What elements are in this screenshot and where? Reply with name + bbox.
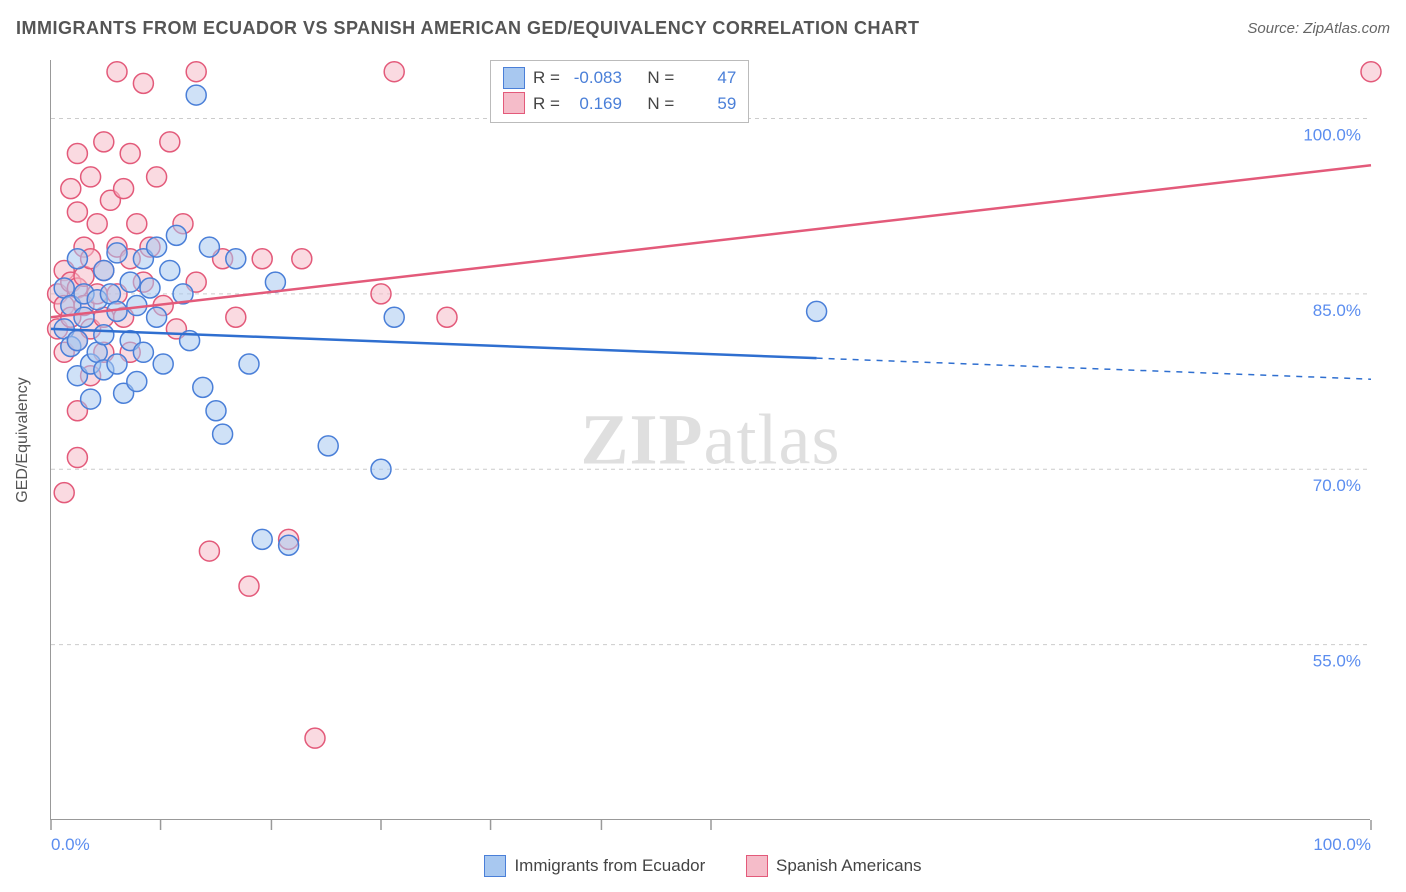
n-value-spanish: 59	[682, 91, 736, 117]
series-label-ecuador: Immigrants from Ecuador	[514, 856, 705, 876]
series-legend: Immigrants from Ecuador Spanish American…	[0, 855, 1406, 882]
series-label-spanish: Spanish Americans	[776, 856, 922, 876]
swatch-ecuador	[503, 67, 525, 89]
source-value: ZipAtlas.com	[1303, 20, 1390, 37]
chart-title: IMMIGRANTS FROM ECUADOR VS SPANISH AMERI…	[16, 18, 920, 39]
svg-text:55.0%: 55.0%	[1313, 652, 1361, 671]
correlation-legend: R = -0.083 N = 47 R = 0.169 N = 59	[490, 60, 749, 123]
svg-text:100.0%: 100.0%	[1303, 125, 1361, 144]
source-credit: Source: ZipAtlas.com	[1247, 20, 1390, 37]
plot-svg: 55.0%70.0%85.0%100.0%0.0%100.0%	[51, 60, 1370, 819]
swatch-spanish	[503, 92, 525, 114]
n-label-2: N =	[647, 91, 674, 117]
svg-text:0.0%: 0.0%	[51, 835, 90, 854]
swatch-ecuador-2	[484, 855, 506, 877]
svg-text:100.0%: 100.0%	[1313, 835, 1371, 854]
n-value-ecuador: 47	[682, 65, 736, 91]
legend-item-ecuador: Immigrants from Ecuador	[484, 855, 705, 877]
r-label: R =	[533, 65, 560, 91]
y-axis-label: GED/Equivalency	[14, 377, 32, 502]
legend-item-spanish: Spanish Americans	[746, 855, 922, 877]
title-bar: IMMIGRANTS FROM ECUADOR VS SPANISH AMERI…	[16, 18, 1390, 39]
svg-text:70.0%: 70.0%	[1313, 476, 1361, 495]
swatch-spanish-2	[746, 855, 768, 877]
legend-row-spanish: R = 0.169 N = 59	[503, 91, 736, 117]
legend-row-ecuador: R = -0.083 N = 47	[503, 65, 736, 91]
svg-text:85.0%: 85.0%	[1313, 301, 1361, 320]
r-label-2: R =	[533, 91, 560, 117]
source-label: Source:	[1247, 20, 1303, 37]
plot-area: 55.0%70.0%85.0%100.0%0.0%100.0% ZIPatlas	[50, 60, 1370, 820]
r-value-ecuador: -0.083	[568, 65, 622, 91]
n-label: N =	[647, 65, 674, 91]
r-value-spanish: 0.169	[568, 91, 622, 117]
